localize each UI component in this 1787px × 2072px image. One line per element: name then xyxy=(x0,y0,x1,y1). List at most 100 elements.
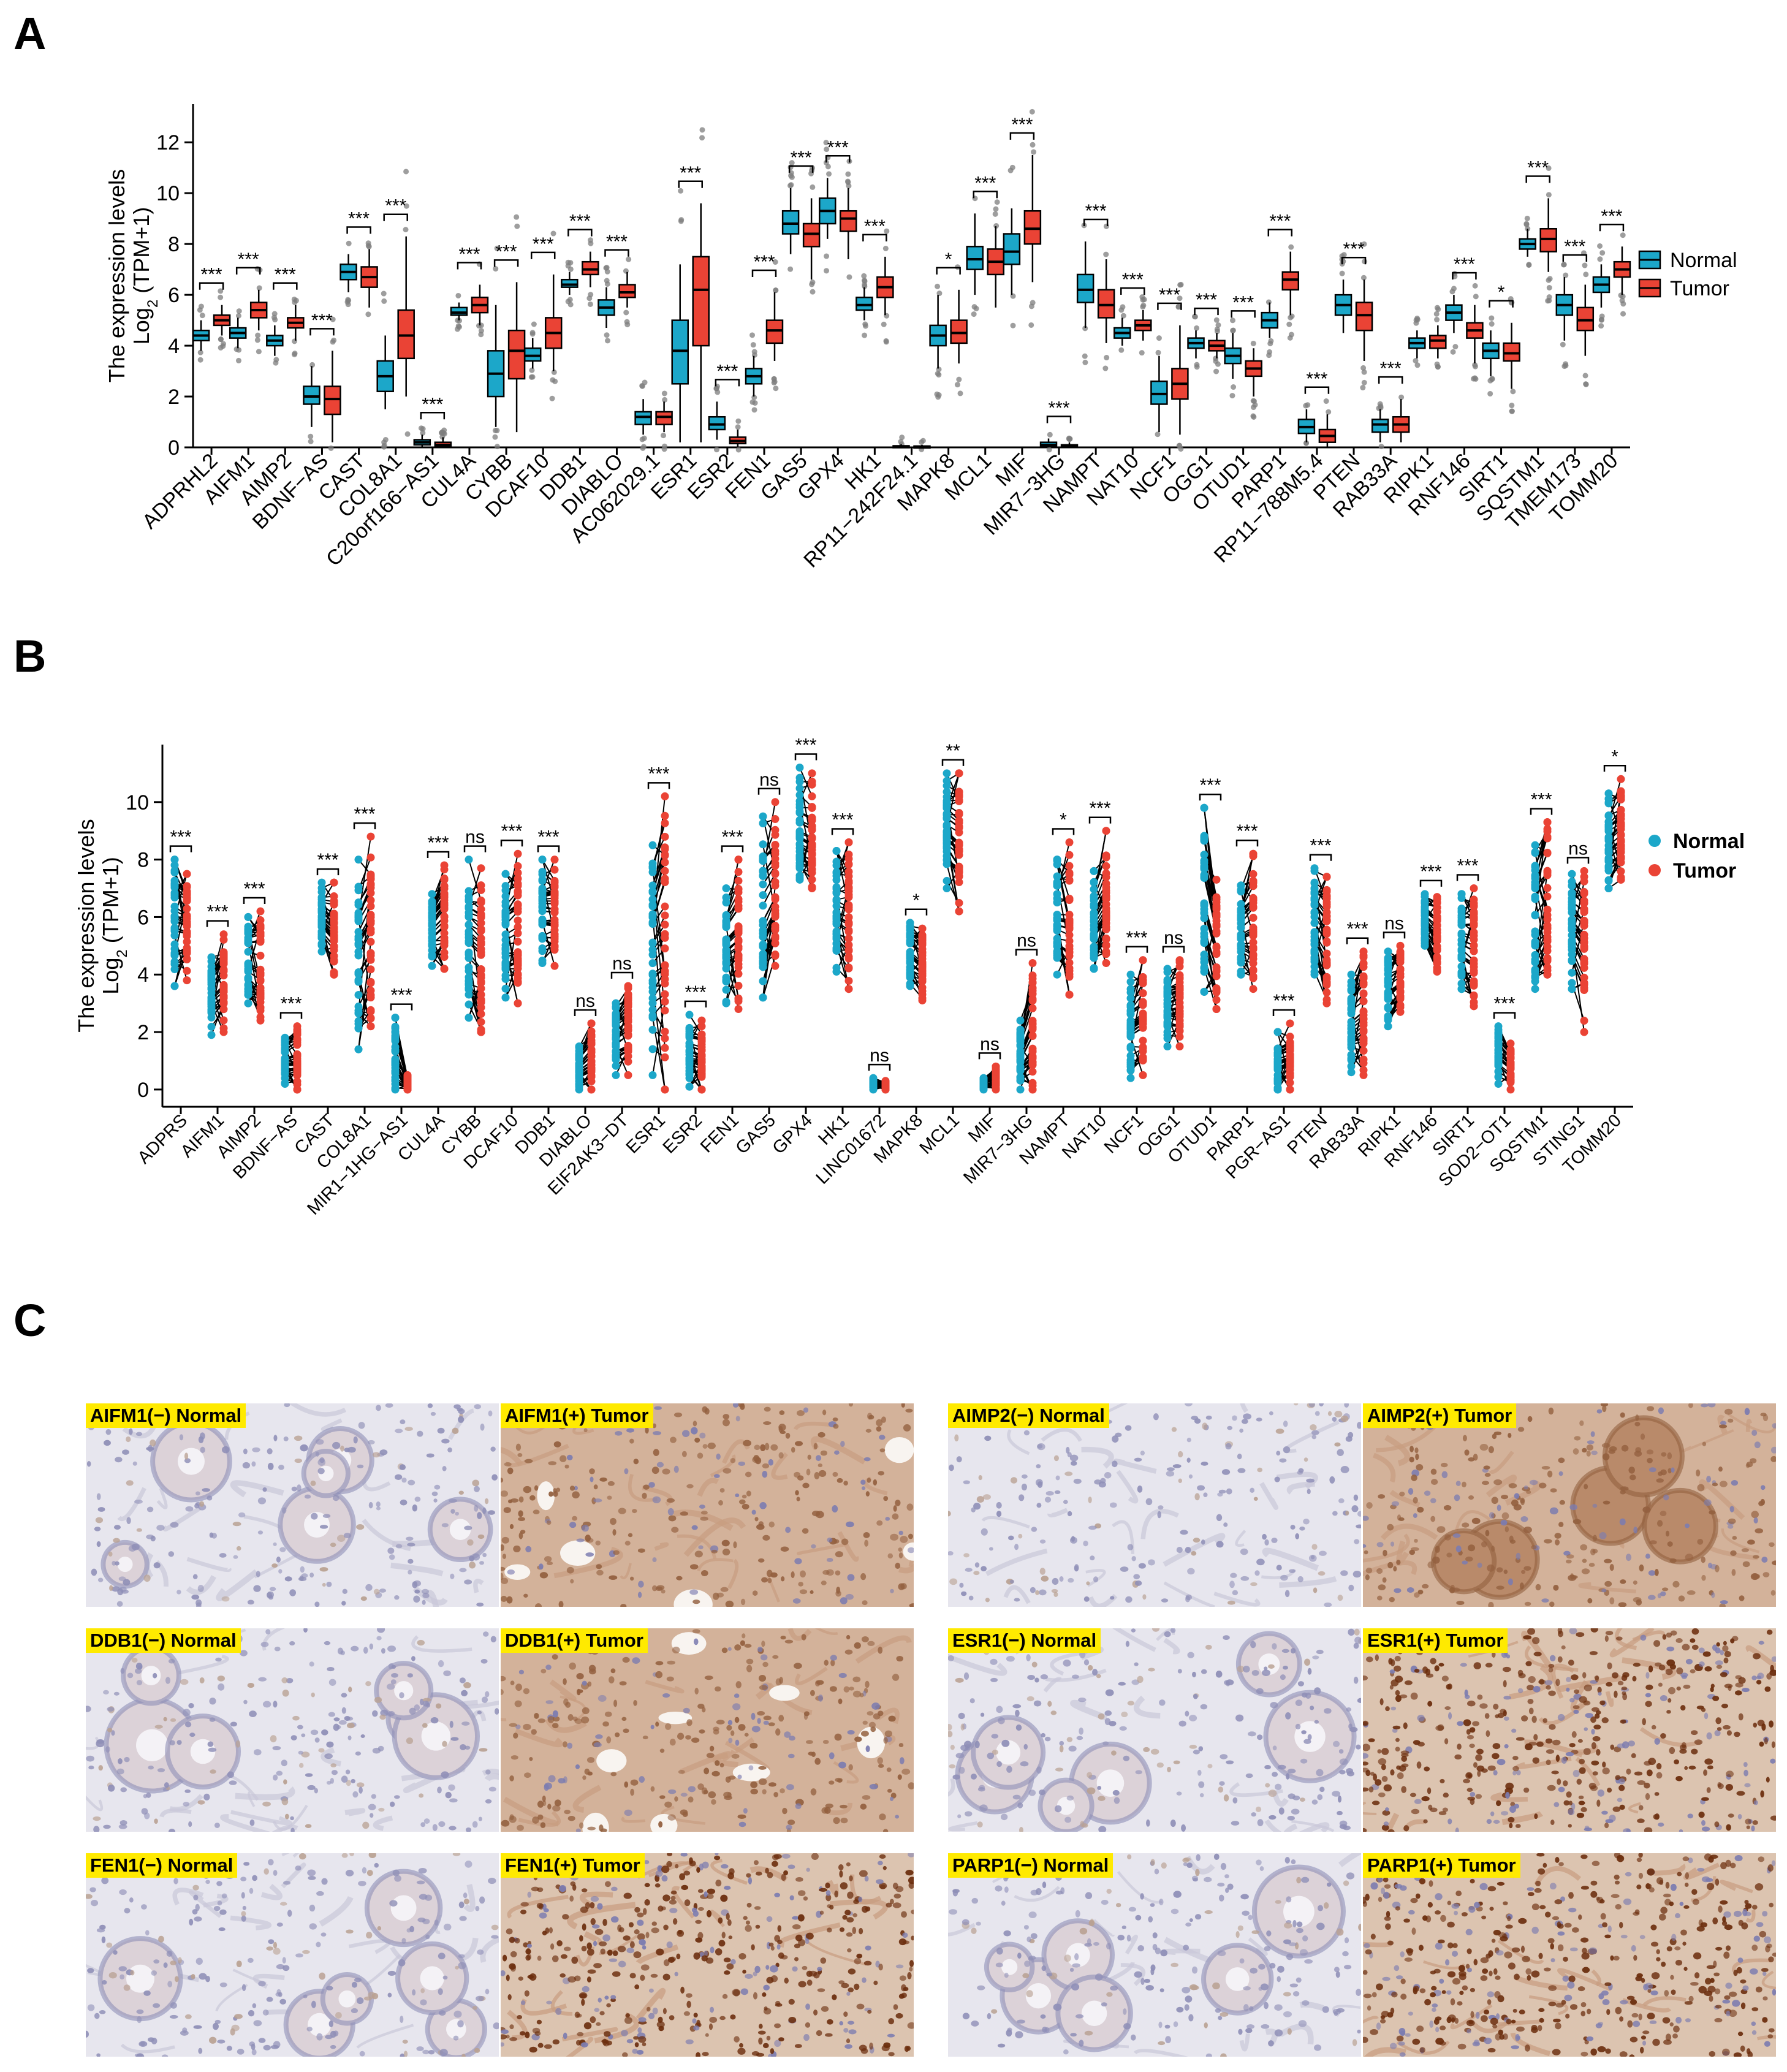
dot-tumor-mcl1 xyxy=(955,769,963,778)
outlier-tumor-rnf146 xyxy=(1472,375,1478,381)
dot-tumor-hk1 xyxy=(844,838,853,846)
outlier-normal-dcaf10 xyxy=(529,330,536,336)
dot-tumor-cast xyxy=(330,970,338,979)
outlier-normal-aimp2 xyxy=(271,311,278,317)
sig-label-b-mapk8: * xyxy=(912,890,920,911)
box-tumor-cybb xyxy=(507,329,526,380)
outlier-tumor-nat10 xyxy=(1139,350,1145,356)
dot-normal-pten xyxy=(1310,908,1319,916)
dot-tumor-aimp2 xyxy=(256,929,265,938)
dot-tumor-ogg1 xyxy=(1175,956,1184,965)
outlier-normal-sirt1 xyxy=(1489,376,1495,382)
dot-tumor-eif2ak3-dt xyxy=(624,1009,632,1018)
outlier-tumor-mcl1 xyxy=(993,223,1000,229)
dot-tumor-otud1 xyxy=(1212,996,1221,1004)
dot-tumor-nampt xyxy=(1065,944,1074,953)
dot-normal-gas5 xyxy=(759,950,767,958)
box-normal-rab33a xyxy=(1371,419,1389,433)
dot-tumor-nat10 xyxy=(1102,958,1110,967)
dot-tumor-cul4a xyxy=(440,933,449,942)
dot-tumor-cul4a xyxy=(440,882,449,890)
dot-normal-dcaf10 xyxy=(501,907,510,916)
dot-tumor-col8a1 xyxy=(366,1006,375,1014)
dot-normal-rab33a xyxy=(1347,1068,1356,1077)
dot-tumor-col8a1 xyxy=(366,870,375,879)
dot-tumor-nampt xyxy=(1065,916,1074,924)
dot-normal-mapk8 xyxy=(906,957,914,965)
sig-label-b-aifm1: *** xyxy=(207,902,228,922)
sig-bracket-b-dcaf10 xyxy=(500,839,523,847)
dot-tumor-mcl1 xyxy=(955,824,963,832)
sig-bracket-mcl1 xyxy=(973,191,998,199)
outlier-normal-tmem173 xyxy=(1563,361,1569,367)
dot-tumor-ripk1 xyxy=(1396,955,1405,963)
dot-tumor-aifm1 xyxy=(219,930,228,939)
dot-normal-mir1-1hg-as1 xyxy=(391,1076,400,1084)
dot-normal-col8a1 xyxy=(354,1045,363,1053)
dot-tumor-cul4a xyxy=(440,889,449,898)
box-tumor-esr1 xyxy=(692,256,710,347)
dot-tumor-gpx4 xyxy=(808,840,816,849)
dot-normal-ddb1 xyxy=(538,933,547,942)
outlier-tumor-otud1 xyxy=(1250,413,1256,419)
outlier-tumor-cul4a xyxy=(478,332,484,338)
outlier-tumor-ogg1 xyxy=(1213,317,1220,323)
dot-normal-nampt xyxy=(1053,970,1061,979)
dot-normal-rab33a xyxy=(1347,1029,1356,1038)
outlier-tumor-pten xyxy=(1360,365,1367,371)
outlier-normal-adprhl2 xyxy=(198,303,204,309)
dot-normal-nat10 xyxy=(1090,896,1098,905)
dot-tumor-mcl1 xyxy=(955,809,963,818)
pair-line-ddb1 xyxy=(542,859,555,881)
box-tumor-bdnf-as xyxy=(324,385,341,416)
dot-normal-dcaf10 xyxy=(501,886,510,895)
dot-normal-bdnf-as xyxy=(281,1033,289,1042)
dot-normal-gas5 xyxy=(759,840,767,849)
dot-normal-ripk1 xyxy=(1384,955,1392,963)
outlier-tumor-tomm20 xyxy=(1620,294,1626,300)
dot-normal-parp1 xyxy=(1237,947,1245,956)
dot-normal-ncf1 xyxy=(1126,985,1135,993)
dot-normal-parp1 xyxy=(1237,955,1245,964)
dot-normal-cybb xyxy=(465,990,473,999)
dot-tumor-eif2ak3-dt xyxy=(624,982,632,990)
dot-tumor-nat10 xyxy=(1102,941,1110,950)
dot-normal-cybb xyxy=(465,973,473,982)
dot-tumor-ncf1 xyxy=(1139,989,1147,998)
dot-tumor-aimp2 xyxy=(256,916,265,925)
dot-tumor-rab33a xyxy=(1359,1071,1368,1079)
dot-tumor-nat10 xyxy=(1102,919,1110,928)
sig-label-b-mcl1: ** xyxy=(946,741,960,761)
dot-normal-esr1 xyxy=(648,1045,657,1053)
dot-tumor-hk1 xyxy=(844,985,853,993)
dot-tumor-col8a1 xyxy=(366,938,375,946)
dot-tumor-pgr-as1 xyxy=(1286,1051,1294,1060)
chart-b-y-label-line1: The expression levels xyxy=(74,819,99,1032)
dot-tumor-esr1 xyxy=(661,1044,669,1052)
sig-bracket-col8a1 xyxy=(383,213,408,221)
dot-tumor-aifm1 xyxy=(219,981,228,989)
sig-label-rab33a: *** xyxy=(1380,359,1402,379)
dot-normal-pgr-as1 xyxy=(1273,1062,1282,1071)
outlier-normal-ogg1 xyxy=(1194,362,1200,368)
dot-normal-esr2 xyxy=(685,1011,694,1019)
dot-normal-mif xyxy=(979,1077,988,1086)
sig-bracket-mir7-3hg xyxy=(1046,416,1072,423)
sig-label-b-eif2ak3-dt: ns xyxy=(612,954,632,974)
dot-tumor-mapk8 xyxy=(918,974,927,983)
dot-tumor-hk1 xyxy=(844,954,853,963)
dot-normal-mir1-1hg-as1 xyxy=(391,1069,400,1077)
dot-normal-fen1 xyxy=(722,893,730,901)
dot-tumor-cast xyxy=(330,897,338,905)
sig-label-b-ogg1: ns xyxy=(1164,928,1183,948)
dot-tumor-cybb xyxy=(477,945,485,954)
dot-tumor-esr1 xyxy=(661,851,669,859)
dot-tumor-gas5 xyxy=(771,862,780,870)
sig-bracket-b-aimp2 xyxy=(243,897,266,905)
dot-tumor-cybb xyxy=(477,990,485,999)
dot-normal-rab33a xyxy=(1347,987,1356,995)
outlier-normal-otud1 xyxy=(1229,317,1235,324)
dot-tumor-cul4a xyxy=(440,953,449,962)
dot-normal-cybb xyxy=(465,1000,473,1009)
dot-tumor-mir1-1hg-as1 xyxy=(403,1085,412,1094)
